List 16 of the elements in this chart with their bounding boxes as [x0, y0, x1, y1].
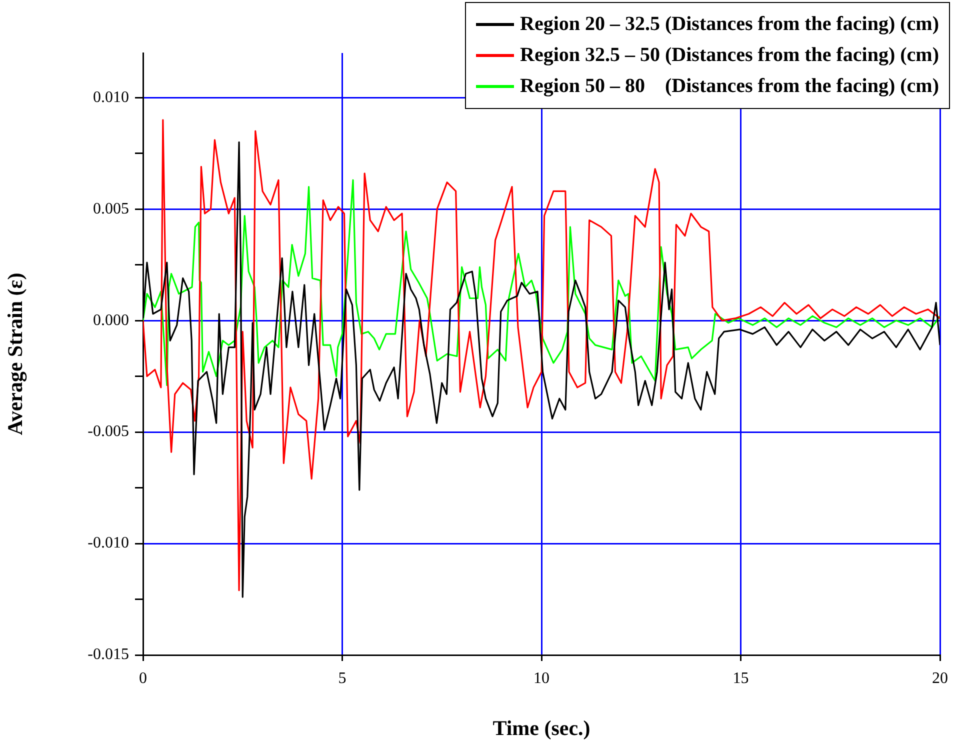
y-tick-label: -0.005: [88, 423, 129, 440]
y-tick-label: 0.010: [93, 88, 129, 106]
x-tick-label: 20: [932, 670, 948, 687]
x-tick-label: 5: [338, 670, 346, 687]
legend-label: Region 20 – 32.5 (Distances from the facing) (cm): [520, 13, 939, 36]
x-tick-label: 15: [732, 670, 749, 687]
y-axis-title: Average Strain (ε): [3, 272, 28, 436]
y-tick-label: -0.010: [88, 534, 129, 552]
x-tick-label: 10: [534, 670, 550, 687]
x-axis-title: Time (sec.): [492, 716, 590, 740]
legend-label: Region 50 – 80 (Distances from the facing) (cm): [520, 75, 939, 98]
legend-label: Region 32.5 – 50 (Distances from the facing) (cm): [520, 44, 939, 67]
y-tick-label: 0.000: [93, 312, 129, 329]
y-tick-label: 0.005: [93, 200, 129, 218]
y-tick-label: -0.015: [88, 646, 129, 664]
x-tick-label: 0: [139, 670, 147, 687]
